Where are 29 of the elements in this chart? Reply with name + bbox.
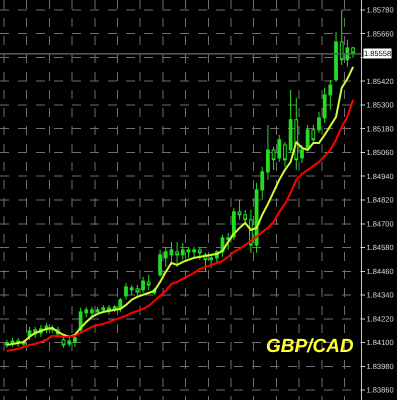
candlestick xyxy=(300,144,304,164)
annotation: GBP/CAD xyxy=(266,336,354,357)
candlestick xyxy=(164,246,168,268)
candlestick xyxy=(340,9,344,66)
candlestick xyxy=(180,242,185,260)
candlestick xyxy=(28,326,32,340)
candlestick xyxy=(67,336,72,348)
candlestick xyxy=(334,31,338,82)
candlestick xyxy=(294,97,298,170)
candlestick xyxy=(73,334,77,348)
candlestick xyxy=(277,134,282,162)
candlestick xyxy=(198,247,202,260)
candlestick xyxy=(311,124,316,144)
candlestick xyxy=(158,249,162,278)
candlestick xyxy=(243,209,248,224)
candlestick xyxy=(84,306,88,318)
candlestick xyxy=(306,124,310,150)
candlestick xyxy=(226,232,230,250)
candlestick xyxy=(328,79,332,110)
candlestick xyxy=(209,254,214,268)
candlestick xyxy=(322,87,327,124)
candlestick xyxy=(260,166,264,200)
candlestick xyxy=(317,111,321,134)
candlestick xyxy=(130,284,134,296)
candlestick xyxy=(124,282,128,300)
candlestick xyxy=(101,304,106,314)
candlestick xyxy=(107,304,111,316)
candlestick xyxy=(62,336,66,348)
candlestick xyxy=(146,274,151,290)
